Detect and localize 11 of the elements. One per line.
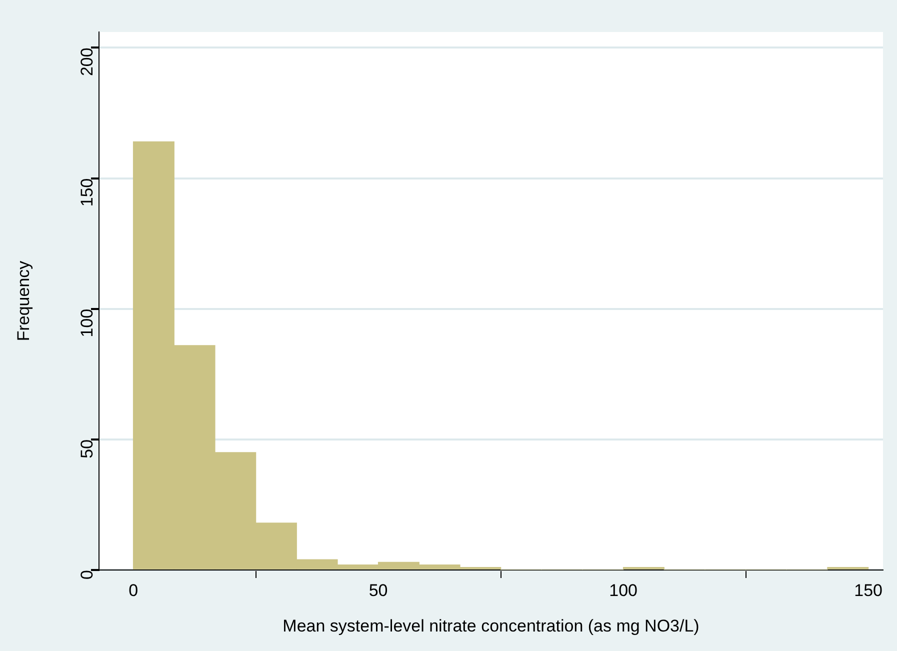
x-tick-label: 0 [128, 580, 138, 600]
y-tick-label: 200 [78, 48, 97, 76]
y-axis-title: Frequency [14, 260, 33, 342]
y-tick-label: 0 [78, 570, 97, 580]
x-axis-title: Mean system-level nitrate concentration (as mg NO3/L) [282, 616, 700, 636]
y-tick-label: 50 [78, 439, 97, 458]
x-tick-label: 100 [609, 580, 638, 600]
y-tick-label: 100 [78, 308, 97, 338]
x-tick-label: 150 [854, 580, 882, 600]
x-tick-label: 50 [368, 580, 388, 600]
y-tick-label: 150 [78, 178, 97, 207]
